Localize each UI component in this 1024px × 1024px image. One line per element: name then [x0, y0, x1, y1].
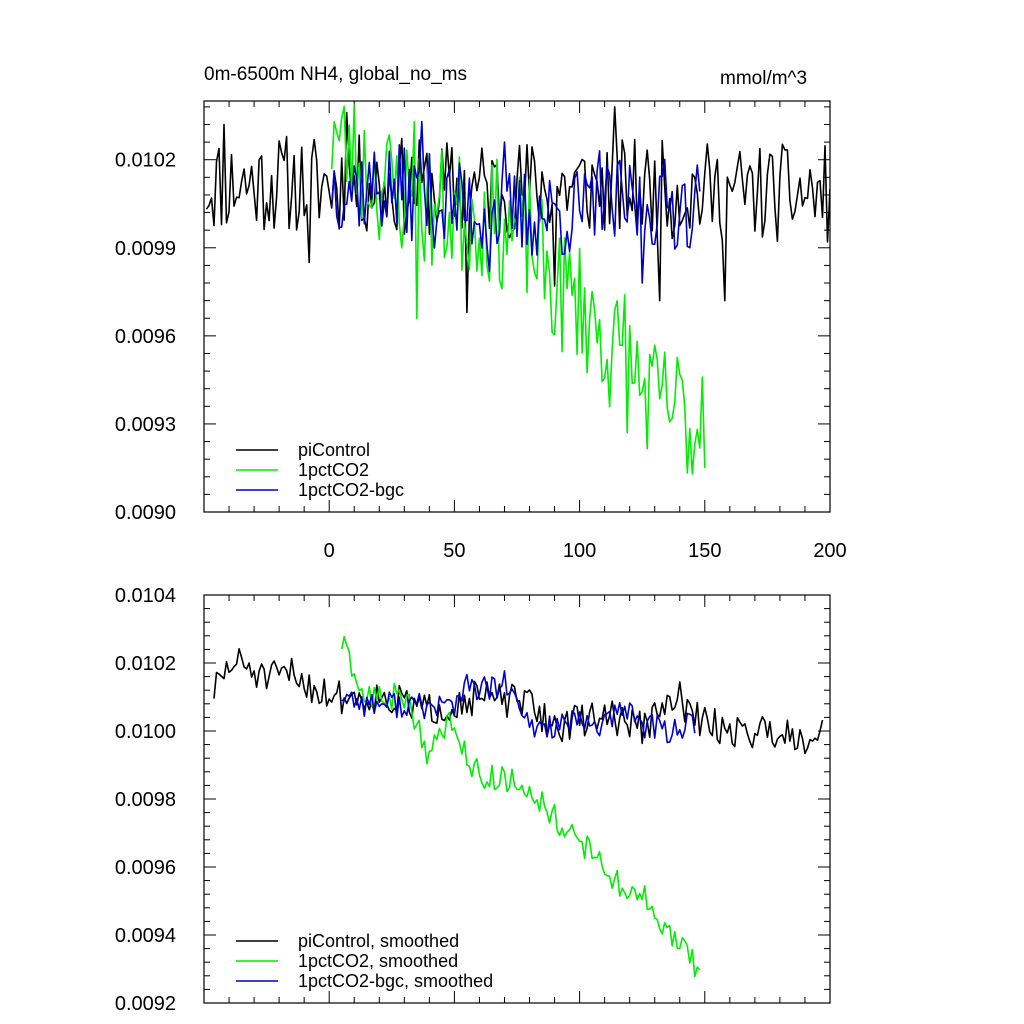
y-tick-label: 0.0090 — [115, 502, 176, 524]
legend-label: 1pctCO2-bgc — [298, 480, 404, 500]
legend-label: 1pctCO2 — [298, 460, 369, 480]
series-line-1pctco2-bgc — [330, 120, 701, 284]
legend-label: piControl, smoothed — [298, 931, 459, 951]
y-tick-label: 0.0099 — [115, 238, 176, 260]
legend-label: 1pctCO2-bgc, smoothed — [298, 971, 493, 991]
series-group — [205, 104, 830, 475]
x-tick-label: 200 — [813, 540, 846, 562]
plot-frame — [203, 100, 831, 513]
x-tick-label: 0 — [324, 540, 335, 562]
legend-label: piControl — [298, 440, 370, 460]
series-line-1pctco2-bgc-smoothed — [341, 670, 696, 744]
y-tick-label: 0.0094 — [115, 925, 176, 947]
y-tick-label: 0.0098 — [115, 789, 176, 811]
y-tick-label: 0.0102 — [115, 653, 176, 675]
y-tick-label: 0.0104 — [115, 585, 176, 607]
y-tick-label: 0.0096 — [115, 857, 176, 879]
y-tick-label: 0.0100 — [115, 721, 176, 743]
x-tick-label: 150 — [688, 540, 721, 562]
series-group — [213, 635, 824, 978]
chart-title: 0m-6500m NH4, global_no_ms — [204, 64, 467, 85]
chart-panel-top: 0 50 100 150 200 0.0090 0.0093 0.0096 0.0099 0.01… — [115, 100, 847, 562]
y-tick-label: 0.0102 — [115, 150, 176, 172]
legend-label: 1pctCO2, smoothed — [298, 951, 458, 971]
y-tick-label: 0.0093 — [115, 414, 176, 436]
units-label: mmol/m^3 — [720, 68, 808, 89]
y-tick-label: 0.0092 — [115, 993, 176, 1015]
y-tick-label: 0.0096 — [115, 326, 176, 348]
x-tick-label: 100 — [563, 540, 596, 562]
series-line-picontrol — [205, 106, 830, 314]
series-line-1pctco2-smoothed — [340, 635, 701, 978]
chart-panel-bottom: 0.0092 0.0094 0.0096 0.0098 0.0100 0.0102 0.01… — [115, 585, 831, 1015]
x-tick-label: 50 — [443, 540, 465, 562]
